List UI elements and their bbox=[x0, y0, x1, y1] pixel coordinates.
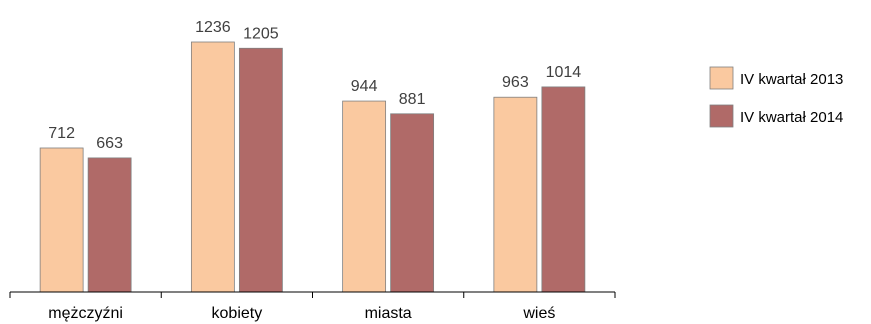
data-label: 963 bbox=[502, 74, 529, 91]
x-tick-label: mężczyźni bbox=[48, 305, 123, 322]
data-label: 1014 bbox=[546, 64, 582, 81]
legend-label: IV kwartał 2013 bbox=[740, 71, 843, 88]
x-tick-label: wieś bbox=[522, 305, 555, 322]
x-tick-label: kobiety bbox=[212, 305, 263, 322]
x-axis: mężczyźni kobiety miasta wieś bbox=[9, 291, 616, 322]
bar bbox=[390, 113, 435, 293]
bars-layer: 712 663 1236 1205 944 881 963 1014 bbox=[39, 19, 586, 293]
legend-swatch bbox=[709, 104, 734, 128]
bar bbox=[39, 147, 84, 293]
data-label: 944 bbox=[351, 78, 378, 95]
legend: IV kwartał 2013 IV kwartał 2014 bbox=[709, 66, 843, 128]
bar bbox=[87, 157, 132, 293]
x-tick-label: miasta bbox=[365, 305, 412, 322]
bar bbox=[190, 41, 235, 293]
bar bbox=[238, 47, 283, 293]
bar bbox=[493, 96, 538, 293]
data-label: 1236 bbox=[195, 19, 231, 36]
bar bbox=[342, 100, 387, 293]
bar bbox=[541, 86, 586, 293]
legend-swatch bbox=[709, 66, 734, 90]
data-label: 1205 bbox=[243, 25, 279, 42]
data-label: 712 bbox=[48, 125, 75, 142]
legend-label: IV kwartał 2014 bbox=[740, 109, 843, 126]
data-label: 881 bbox=[399, 91, 426, 108]
data-label: 663 bbox=[96, 135, 123, 152]
